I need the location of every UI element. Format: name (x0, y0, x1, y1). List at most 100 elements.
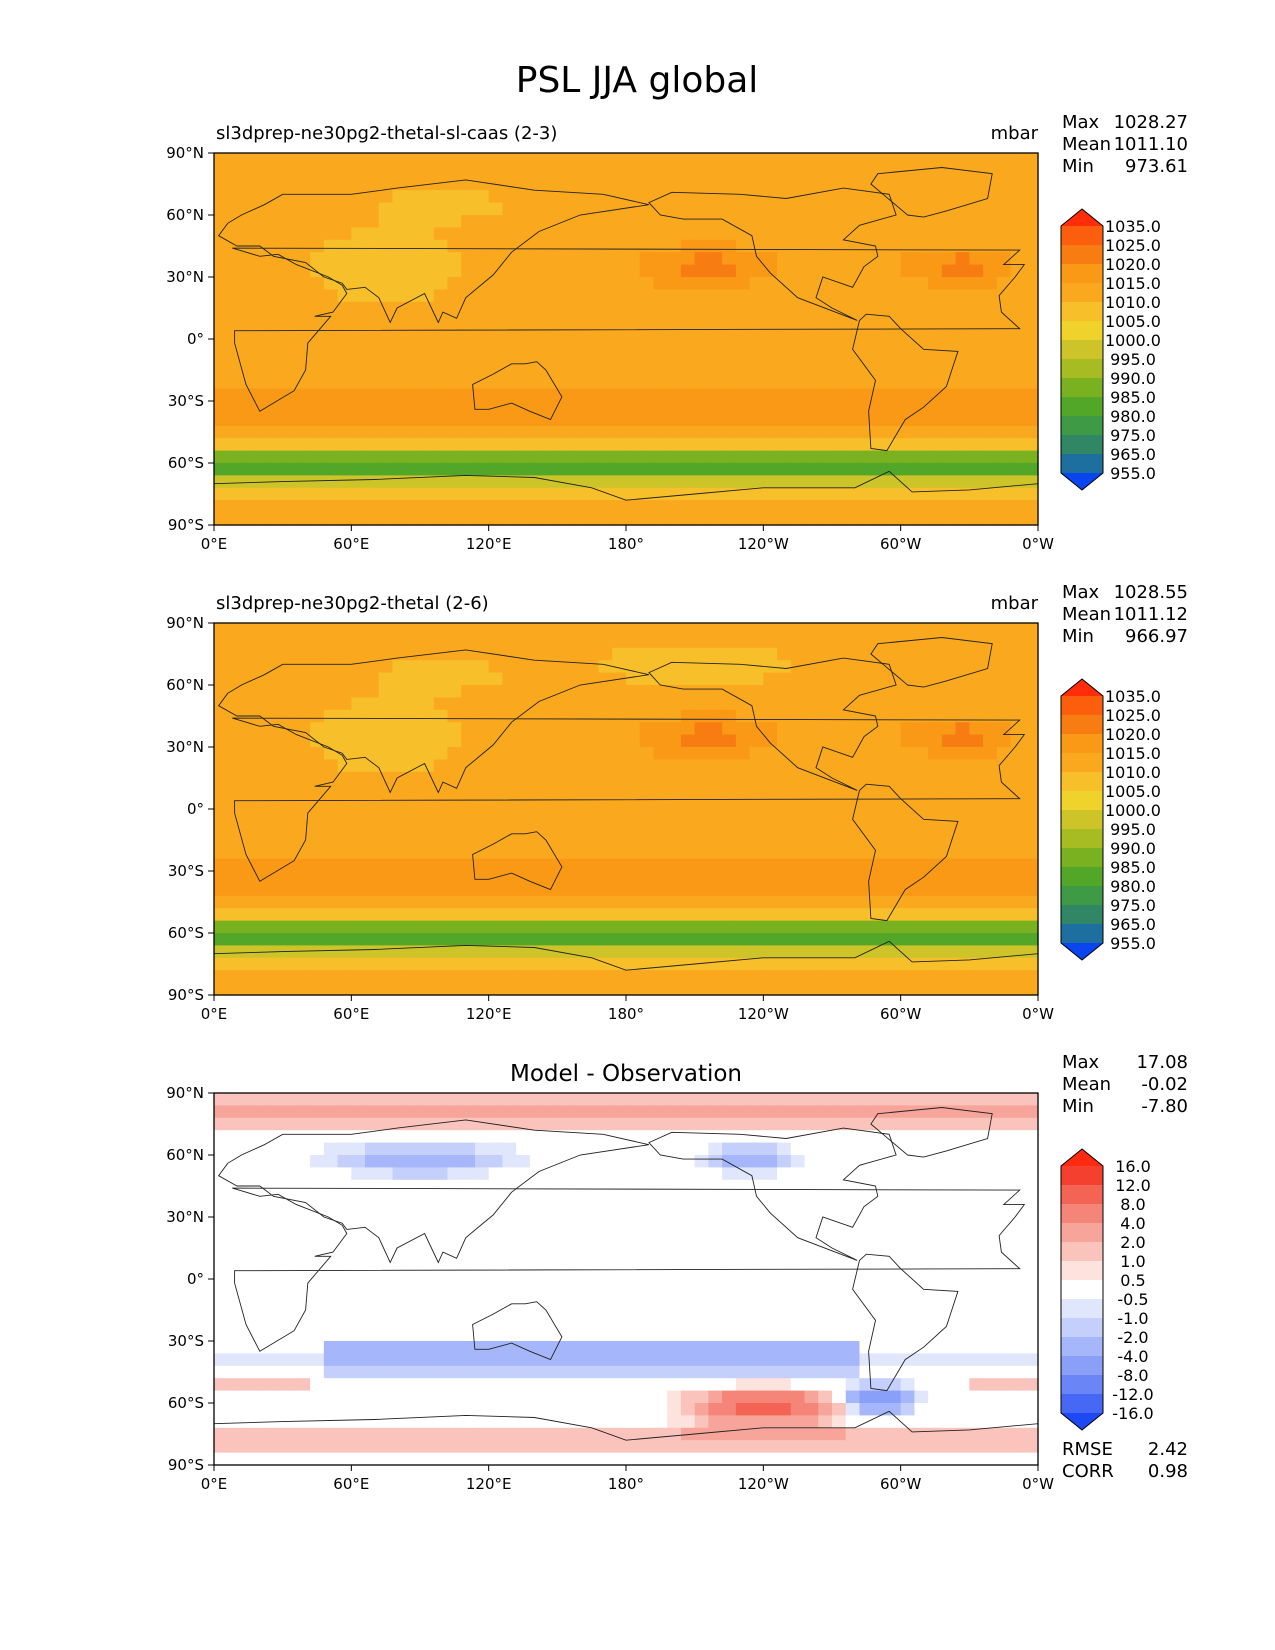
field-cell (722, 933, 737, 946)
field-cell (1010, 512, 1025, 526)
field-cell (832, 438, 847, 452)
field-cell (790, 413, 806, 427)
field-cell (928, 1328, 943, 1342)
field-cell (516, 1217, 531, 1230)
field-cell (337, 301, 352, 315)
field-cell (900, 388, 915, 402)
field-cell (296, 413, 311, 427)
field-cell (694, 647, 709, 661)
field-cell (557, 809, 572, 822)
field-cell (557, 734, 572, 748)
field-cell (996, 1179, 1012, 1193)
field-cell (488, 833, 503, 847)
field-cell (392, 796, 407, 810)
colorbar-band (1061, 715, 1103, 735)
field-cell (873, 1093, 888, 1106)
field-cell (282, 1229, 297, 1243)
field-cell (749, 982, 764, 996)
field-cell (268, 512, 284, 526)
field-cell (626, 1266, 641, 1280)
stat-label: Min (1062, 626, 1094, 647)
field-cell (474, 1279, 490, 1292)
field-cell (694, 1155, 709, 1168)
field-cell (296, 883, 311, 897)
field-cell (859, 1117, 874, 1131)
field-cell (749, 1093, 764, 1106)
field-cell (996, 1155, 1012, 1168)
field-cell (227, 1117, 243, 1131)
field-cell (790, 277, 806, 290)
field-cell (612, 970, 627, 984)
field-cell (941, 1192, 957, 1206)
field-cell (598, 1130, 613, 1144)
field-cell (626, 277, 641, 290)
field-cell (227, 202, 243, 216)
field-cell (612, 709, 627, 723)
field-cell (983, 1130, 998, 1144)
field-cell (928, 660, 943, 674)
field-cell (392, 277, 407, 290)
field-cell (488, 1241, 503, 1255)
field-cell (351, 1130, 366, 1144)
field-cell (474, 1105, 490, 1119)
field-cell (543, 771, 558, 785)
field-cell (406, 982, 421, 996)
field-cell (282, 697, 297, 711)
field-cell (845, 1192, 861, 1206)
field-cell (777, 1291, 792, 1305)
field-cell (763, 846, 778, 860)
field-cell (708, 697, 723, 711)
field-cell (832, 1291, 847, 1305)
field-cell (639, 239, 655, 253)
field-cell (227, 1142, 243, 1156)
field-cell (790, 970, 806, 984)
field-cell (310, 957, 325, 971)
field-cell (914, 945, 929, 959)
field-cell (653, 685, 668, 698)
field-cell (584, 239, 600, 253)
field-cell (667, 697, 682, 711)
field-cell (859, 1316, 874, 1330)
field-cell (941, 500, 957, 514)
field-cell (708, 1167, 723, 1181)
field-cell (337, 1142, 352, 1156)
field-cell (1010, 759, 1025, 773)
field-cell (886, 401, 902, 414)
field-cell (941, 239, 957, 253)
field-cell (955, 1316, 970, 1330)
field-cell (955, 908, 970, 922)
field-cell (969, 1167, 984, 1181)
field-cell (777, 351, 792, 365)
field-cell (680, 190, 696, 204)
field-cell (598, 215, 613, 228)
field-cell (763, 709, 778, 723)
field-cell (777, 1142, 792, 1156)
field-cell (914, 351, 929, 365)
field-cell (873, 512, 888, 526)
field-cell (447, 1155, 462, 1168)
field-cell (845, 722, 861, 736)
field-cell (749, 1217, 764, 1230)
field-cell (571, 1254, 586, 1268)
field-cell (227, 376, 243, 390)
field-cell (900, 264, 915, 278)
field-cell (996, 623, 1012, 636)
field-cell (255, 672, 270, 686)
field-cell (227, 635, 243, 649)
field-cell (955, 227, 970, 241)
field-cell (282, 809, 297, 822)
colorbar-band (1061, 886, 1103, 906)
field-cell (323, 1254, 339, 1268)
field-cell (406, 957, 421, 971)
field-cell (392, 314, 407, 328)
field-cell (722, 623, 737, 636)
field-cell (502, 363, 517, 377)
field-cell (420, 1291, 435, 1305)
field-cell (996, 1105, 1012, 1119)
field-cell (598, 177, 613, 191)
field-cell (886, 1279, 902, 1292)
field-cell (626, 833, 641, 847)
field-cell (680, 821, 696, 835)
field-cell (474, 1316, 490, 1330)
field-cell (337, 202, 352, 216)
